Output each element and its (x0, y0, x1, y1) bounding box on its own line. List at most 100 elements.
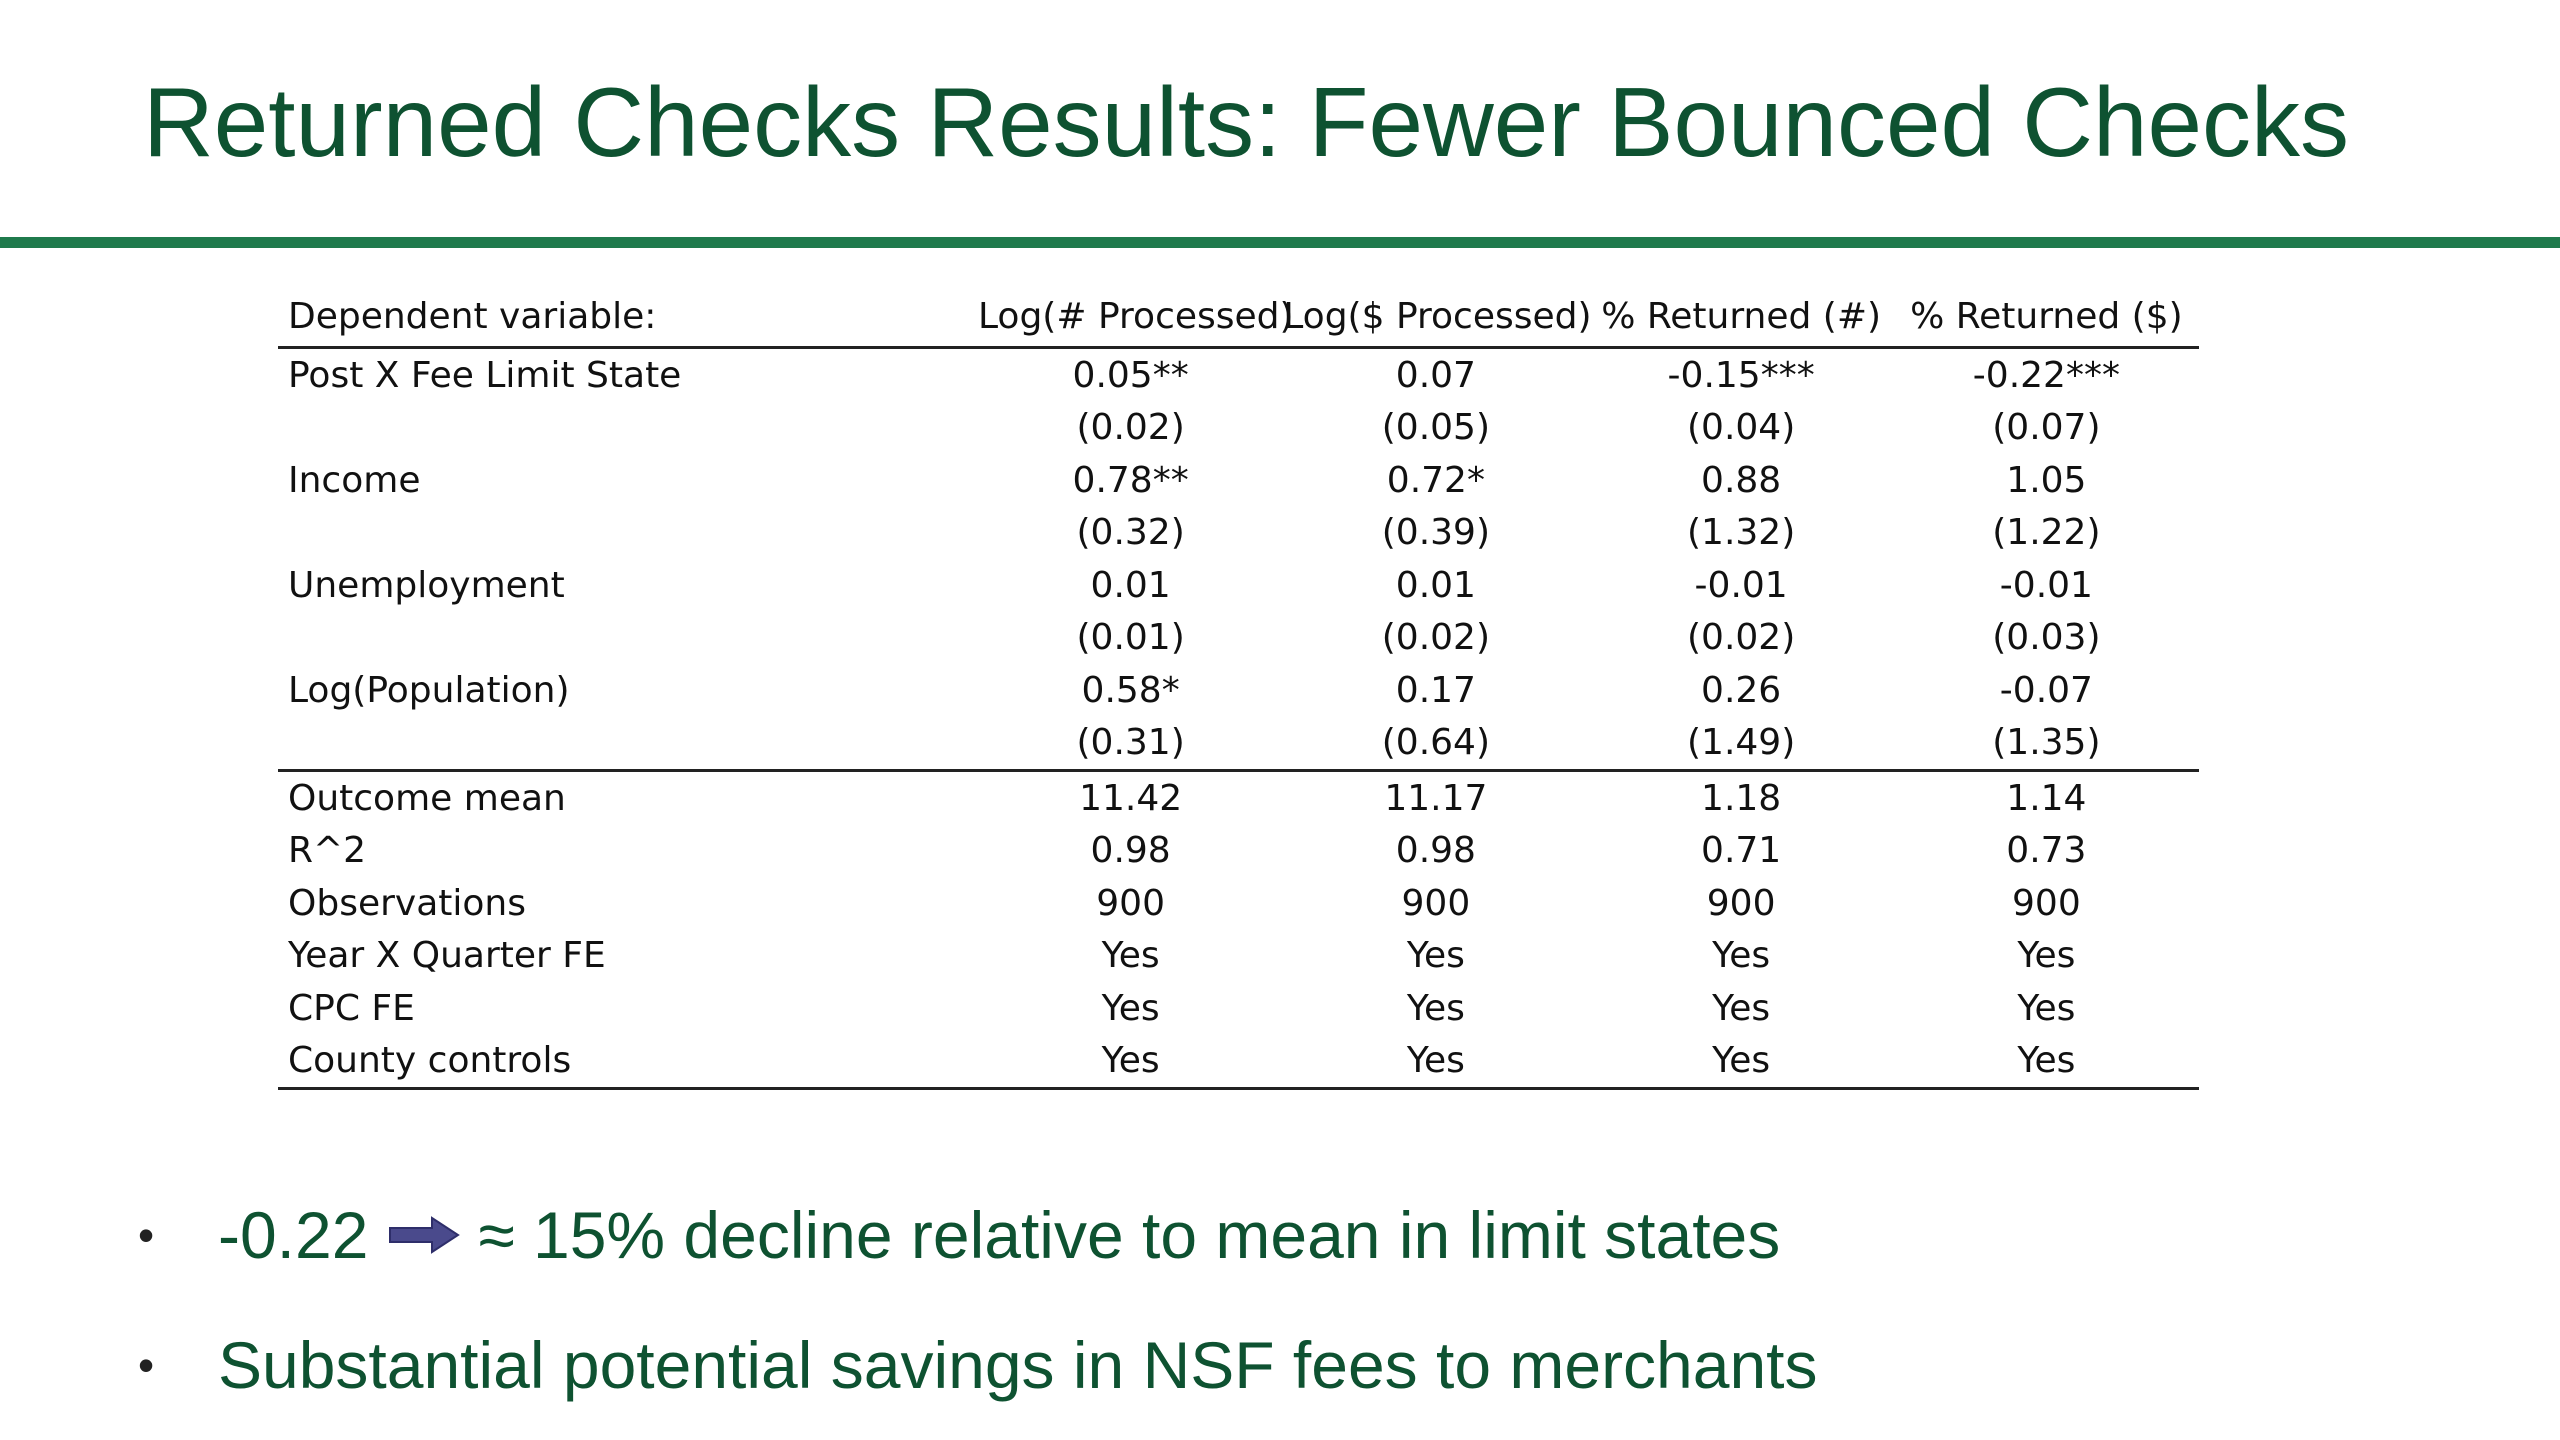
bullet-marker: • (138, 1209, 155, 1261)
table-row: (0.32) (0.39) (1.32) (1.22) (278, 507, 2199, 560)
table-cell: (0.02) (1687, 617, 1796, 659)
summary-row: Year X Quarter FE Yes Yes Yes Yes (278, 930, 2199, 983)
table-cell: 0.88 (1701, 459, 1782, 501)
row-label (278, 612, 978, 665)
table-cell: -0.22*** (1972, 354, 2120, 396)
table-cell: 1.05 (2006, 459, 2087, 501)
table-cell: 1.14 (1893, 769, 2199, 825)
effect-value: -0.22 (218, 1198, 369, 1272)
table-cell: 11.17 (1283, 769, 1589, 825)
table-cell: Yes (2017, 987, 2076, 1029)
table-cell: 900 (1096, 882, 1165, 924)
bullet-text: Substantial potential savings in NSF fee… (218, 1328, 1818, 1402)
table-cell: 0.73 (2006, 830, 2087, 872)
row-label: County controls (278, 1034, 978, 1090)
column-header: % Returned (#) (1588, 286, 1894, 349)
table-cell: 1.18 (1588, 769, 1894, 825)
table-cell: 11.42 (978, 769, 1284, 825)
table-row: (0.02) (0.05) (0.04) (0.07) (278, 402, 2199, 455)
table-cell: Yes (1588, 1034, 1894, 1090)
row-label (278, 717, 978, 771)
table-cell: (0.05) (1381, 407, 1490, 449)
table-cell: -0.15*** (1667, 354, 1815, 396)
table-cell: -0.01 (1694, 564, 1788, 606)
table-cell: (1.35) (1992, 722, 2101, 764)
bullet-list: • -0.22 ≈ 15% decline relative to mean i… (138, 1170, 2438, 1430)
row-label (278, 402, 978, 455)
table-cell: -0.07 (1999, 669, 2093, 711)
table-cell: Yes (2017, 935, 2076, 977)
table-cell: -0.01 (1999, 564, 2093, 606)
table-cell: Yes (1283, 1034, 1589, 1090)
summary-row: CPC FE Yes Yes Yes Yes (278, 982, 2199, 1035)
table-row: Log(Population) 0.58* 0.17 0.26 -0.07 (278, 664, 2199, 717)
summary-row: Observations 900 900 900 900 (278, 877, 2199, 930)
table-cell: (1.22) (1992, 512, 2101, 554)
bullet-text: -0.22 ≈ 15% decline relative to mean in … (218, 1197, 1780, 1273)
regression-table-container: Dependent variable: Log(# Processed) Log… (278, 286, 2199, 1090)
table-cell: 900 (1401, 882, 1471, 924)
table-cell: 0.17 (1395, 669, 1476, 711)
table-cell: 0.26 (1701, 669, 1782, 711)
table-row: Unemployment 0.01 0.01 -0.01 -0.01 (278, 559, 2199, 612)
table-cell: (0.01) (1076, 617, 1185, 659)
row-label: Unemployment (288, 564, 565, 606)
table-cell: (0.04) (1687, 407, 1796, 449)
table-cell: (0.03) (1992, 617, 2101, 659)
row-label (278, 507, 978, 560)
arrow-shape (389, 1216, 461, 1254)
table-cell: 0.98 (1090, 830, 1171, 872)
table-cell: 0.78** (1072, 459, 1189, 501)
summary-row: County controls Yes Yes Yes Yes (278, 1034, 2199, 1090)
table-cell: Yes (1406, 935, 1465, 977)
slide-title: Returned Checks Results: Fewer Bounced C… (143, 67, 2350, 177)
table-cell: Yes (1406, 987, 1465, 1029)
row-label: Income (288, 459, 421, 501)
row-label: Log(Population) (288, 669, 570, 711)
table-row: Post X Fee Limit State 0.05** 0.07 -0.15… (278, 348, 2199, 402)
table-row: (0.01) (0.02) (0.02) (0.03) (278, 612, 2199, 665)
table-cell: 0.71 (1701, 830, 1782, 872)
table-cell: (0.07) (1992, 407, 2101, 449)
table-cell: (0.02) (1381, 617, 1490, 659)
table-cell: 0.01 (1395, 564, 1476, 606)
table-cell: (1.32) (1687, 512, 1796, 554)
table-cell: 0.07 (1395, 354, 1476, 396)
table-row: Income 0.78** 0.72* 0.88 1.05 (278, 454, 2199, 507)
row-label: CPC FE (288, 987, 415, 1029)
table-header-row: Dependent variable: Log(# Processed) Log… (278, 286, 2199, 349)
table-cell: Yes (1101, 935, 1160, 977)
table-cell: Yes (1712, 987, 1771, 1029)
regression-table: Dependent variable: Log(# Processed) Log… (278, 286, 2199, 1090)
table-cell: (0.64) (1381, 722, 1490, 764)
table-cell: 900 (2012, 882, 2081, 924)
row-label: Observations (288, 882, 526, 924)
table-cell: Yes (1893, 1034, 2199, 1090)
bullet-item: • Substantial potential savings in NSF f… (138, 1300, 2438, 1430)
table-cell: Yes (1101, 987, 1160, 1029)
table-cell: 900 (1706, 882, 1776, 924)
table-cell: (1.49) (1687, 722, 1796, 764)
table-cell: 0.05** (1072, 354, 1189, 396)
column-header: Log($ Processed) (1283, 286, 1592, 349)
header-label: Dependent variable: (278, 286, 978, 349)
summary-row: R^2 0.98 0.98 0.71 0.73 (278, 825, 2199, 878)
row-label: Post X Fee Limit State (288, 354, 682, 396)
table-cell: (0.32) (1076, 512, 1185, 554)
table-cell: Yes (1712, 935, 1771, 977)
row-label: R^2 (288, 830, 367, 872)
row-label: Outcome mean (278, 769, 978, 825)
table-cell: 0.98 (1395, 830, 1476, 872)
bullet-marker: • (138, 1339, 155, 1391)
table-cell: 0.58* (1081, 669, 1180, 711)
table-row: (0.31) (0.64) (1.49) (1.35) (278, 717, 2199, 771)
table-cell: Yes (978, 1034, 1284, 1090)
column-header: Log(# Processed) (978, 286, 1294, 349)
table-cell: (0.02) (1076, 407, 1185, 449)
effect-interpretation: ≈ 15% decline relative to mean in limit … (478, 1198, 1781, 1272)
row-label: Year X Quarter FE (288, 935, 606, 977)
table-cell: (0.39) (1381, 512, 1490, 554)
column-header: % Returned ($) (1893, 286, 2199, 349)
right-arrow-icon (389, 1216, 461, 1254)
table-cell: 0.72* (1386, 459, 1485, 501)
